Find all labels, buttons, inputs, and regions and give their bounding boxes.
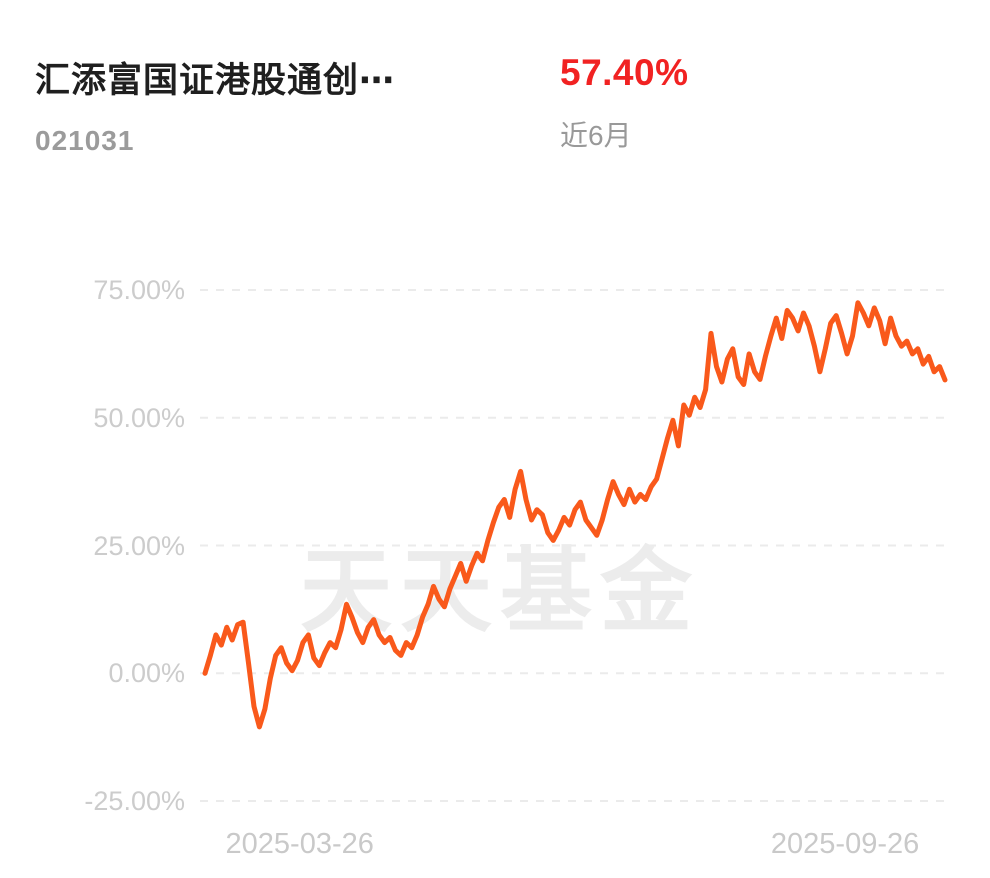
watermark: 天天基金 <box>300 541 700 643</box>
x-tick-label: 2025-03-26 <box>225 828 374 860</box>
return-value: 57.40% <box>560 52 689 93</box>
fund-header-left: 汇添富国证港股通创⋯ 021031 <box>35 52 395 157</box>
period-label[interactable]: 近6月 <box>560 120 632 151</box>
y-tick-label: 75.00% <box>93 275 185 305</box>
fund-name: 汇添富国证港股通创⋯ <box>35 61 396 100</box>
y-tick-label: 50.00% <box>93 402 185 433</box>
fund-code: 021031 <box>35 125 135 156</box>
y-tick-label: -25.00% <box>84 786 185 816</box>
y-tick-label: 0.00% <box>108 658 185 689</box>
return-line-series <box>202 300 948 730</box>
x-tick-label: 2025-09-26 <box>770 828 920 860</box>
fund-header-right: 57.40% 近6月 <box>560 52 689 154</box>
y-tick-label: 25.00% <box>93 530 185 561</box>
